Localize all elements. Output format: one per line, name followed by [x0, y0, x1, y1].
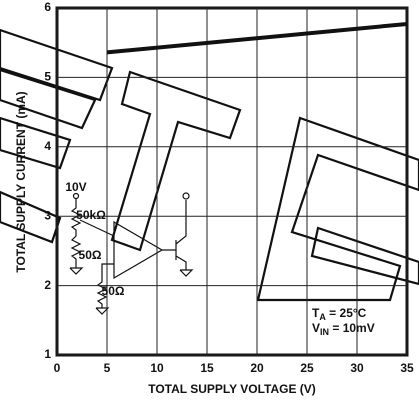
annotation-main: V	[312, 321, 320, 335]
x-tick-label: 5	[104, 361, 111, 375]
x-tick-label: 35	[400, 361, 414, 375]
y-tick-label: 1	[44, 347, 51, 361]
circuit-label: 10V	[65, 180, 86, 194]
circuit-label: 50Ω	[79, 248, 102, 262]
y-tick-label: 4	[44, 139, 51, 153]
y-tick-label: 3	[44, 208, 51, 222]
y-axis-label: TOTAL SUPPLY CURRENT (mA)	[14, 91, 28, 272]
y-tick-label: 2	[44, 278, 51, 292]
y-tick-label: 6	[44, 0, 51, 14]
x-axis-label: TOTAL SUPPLY VOLTAGE (V)	[148, 382, 316, 396]
x-tick-label: 25	[300, 361, 314, 375]
annotation: VIN = 10mV	[312, 321, 375, 337]
annotation-sub: IN	[320, 327, 329, 337]
y-tick-label: 5	[44, 70, 51, 84]
circuit-label: 50kΩ	[76, 208, 106, 222]
plot-frame	[57, 8, 407, 355]
x-tick-label: 0	[54, 361, 61, 375]
x-tick-label: 30	[350, 361, 364, 375]
x-tick-label: 10	[150, 361, 164, 375]
chart: TOTAL SUPPLY CURRENT (mA) TOTAL SUPPLY V…	[0, 0, 419, 400]
circuit-label: 50Ω	[102, 284, 125, 298]
annotation-rest: = 10mV	[329, 321, 375, 335]
x-tick-label: 15	[200, 361, 214, 375]
annotation: TA = 25°C	[312, 306, 367, 322]
annotation-rest: = 25°C	[326, 306, 367, 320]
x-tick-label: 20	[250, 361, 264, 375]
watermark	[0, 30, 419, 300]
